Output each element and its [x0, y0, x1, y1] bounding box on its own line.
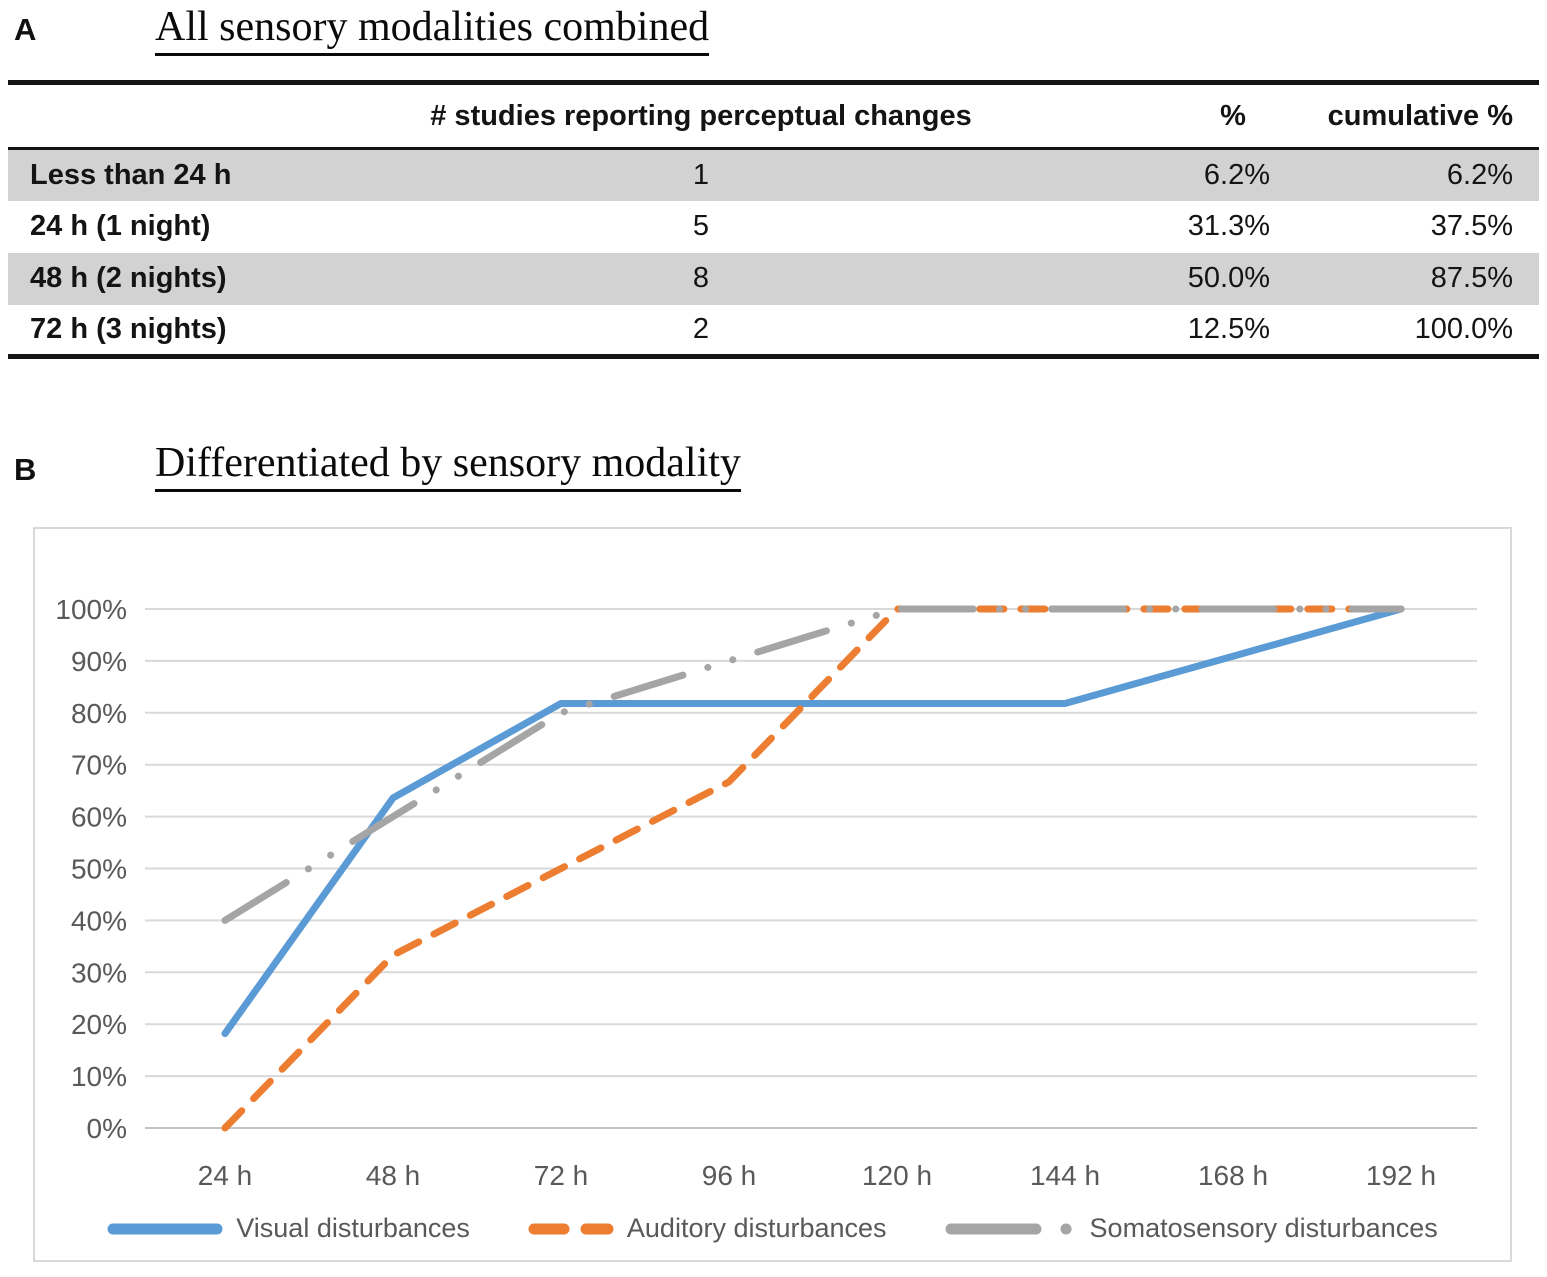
legend-label: Somatosensory disturbances [1089, 1213, 1438, 1243]
row-label: 72 h (3 nights) [30, 312, 227, 345]
y-axis-tick-label: 60% [71, 802, 127, 833]
table-cell-cum: 87.5% [1430, 262, 1513, 294]
x-axis-tick-label: 24 h [198, 1160, 253, 1191]
panel-b-title: Differentiated by sensory modality [155, 440, 741, 493]
table-header-row: # studies reporting perceptual changes %… [8, 82, 1539, 150]
row-label: 24 h (1 night) [30, 210, 211, 242]
y-axis-tick-label: 30% [71, 957, 127, 988]
legend-label: Visual disturbances [236, 1213, 470, 1243]
y-axis-tick-label: 100% [55, 594, 127, 625]
chart-frame: 0% 10% 20% 30% 40% 50% 60% 70% 80% 90% 100% 24 h 48 … [33, 527, 1512, 1262]
table-cell-studies: 8 [692, 262, 710, 294]
x-axis-tick-label: 96 h [702, 1160, 757, 1191]
table-cell-cum: 100.0% [1414, 312, 1513, 345]
line-chart: 0% 10% 20% 30% 40% 50% 60% 70% 80% 90% 100% 24 h 48 … [55, 594, 1477, 1191]
y-axis-tick-label: 50% [71, 854, 127, 885]
legend-item: Auditory disturbances [528, 1213, 887, 1244]
series-line-dash-dot [221, 605, 1405, 924]
y-axis-tick-label: 70% [71, 750, 127, 781]
legend-swatch-dashed-icon [528, 1223, 614, 1234]
x-axis-tick-label: 72 h [534, 1160, 589, 1191]
panel-a-label: A [14, 12, 37, 47]
table-cell-studies: 1 [692, 158, 710, 191]
summary-table: # studies reporting perceptual changes %… [8, 80, 1539, 359]
y-axis-tick-label: 10% [71, 1061, 127, 1092]
y-axis-tick-label: 20% [71, 1009, 127, 1040]
table-cell-studies: 5 [692, 210, 710, 242]
legend-swatch-solid-icon [107, 1223, 223, 1234]
col-header-studies: # studies reporting perceptual changes [230, 82, 1172, 150]
legend-swatch-dash-dot-icon [945, 1223, 1077, 1234]
y-axis-tick-label: 40% [71, 905, 127, 936]
x-axis-tick-label: 192 h [1366, 1160, 1436, 1191]
table-cell-cum: 37.5% [1430, 210, 1513, 242]
table-cell-pct: 31.3% [1187, 210, 1270, 242]
x-axis-tick-label: 144 h [1030, 1160, 1100, 1191]
x-axis-tick-label: 168 h [1198, 1160, 1268, 1191]
panel-a-title: All sensory modalities combined [155, 4, 710, 57]
col-header-percent: % [1172, 82, 1294, 150]
table-cell-pct: 50.0% [1187, 262, 1270, 294]
table-row: Less than 24 h 1 6.2% 6.2% [8, 148, 1539, 201]
table-row: 48 h (2 nights) 8 50.0% 87.5% [8, 252, 1539, 305]
row-label: 48 h (2 nights) [30, 262, 227, 294]
row-label: Less than 24 h [30, 158, 232, 191]
table-cell-pct: 6.2% [1203, 158, 1270, 191]
legend-label: Auditory disturbances [626, 1213, 887, 1243]
table-row: 24 h (1 night) 5 31.3% 37.5% [8, 201, 1539, 253]
table-row: 72 h (3 nights) 2 12.5% 100.0% [8, 305, 1539, 357]
chart-legend: Visual disturbances Auditory disturbances… [35, 1213, 1510, 1244]
y-axis-tick-label: 0% [87, 1113, 127, 1144]
x-axis-tick-label: 120 h [862, 1160, 932, 1191]
y-axis-tick-label: 80% [71, 698, 127, 729]
table-cell-studies: 2 [692, 312, 710, 345]
series-line-solid [221, 605, 1405, 1038]
col-header-cumulative-percent: cumulative % [1294, 82, 1539, 150]
legend-item: Visual disturbances [107, 1213, 470, 1244]
col-header-empty [8, 82, 230, 150]
panel-b-label: B [14, 452, 37, 487]
table-cell-pct: 12.5% [1187, 312, 1270, 345]
y-axis-tick-label: 90% [71, 646, 127, 677]
legend-item: Somatosensory disturbances [945, 1213, 1438, 1244]
x-axis-tick-label: 48 h [366, 1160, 421, 1191]
table-cell-cum: 6.2% [1446, 158, 1513, 191]
